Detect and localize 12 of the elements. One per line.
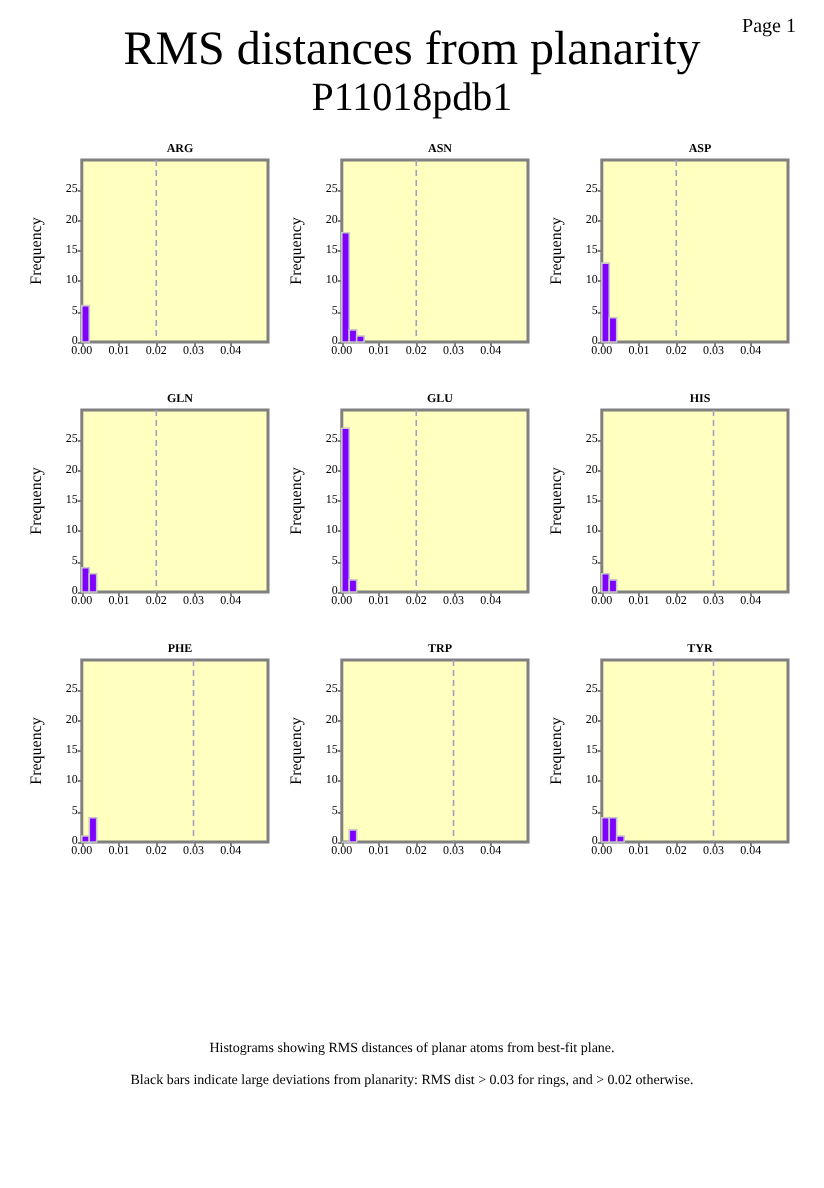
y-axis-title: Frequency [547,217,565,285]
y-axis-title: Frequency [27,717,45,785]
y-axis-title: Frequency [547,467,565,535]
y-axis-title: Frequency [27,217,45,285]
text: Page 1 [742,16,796,38]
text: RMS distances from planarity [123,24,701,76]
y-axis-title: Frequency [287,467,305,535]
text: P11018pdb1 [309,76,515,122]
y-axis-title: Frequency [287,717,305,785]
y-axis-title: Frequency [287,217,305,285]
y-axis-title: Frequency [27,467,45,535]
y-axis-title: Frequency [547,717,565,785]
